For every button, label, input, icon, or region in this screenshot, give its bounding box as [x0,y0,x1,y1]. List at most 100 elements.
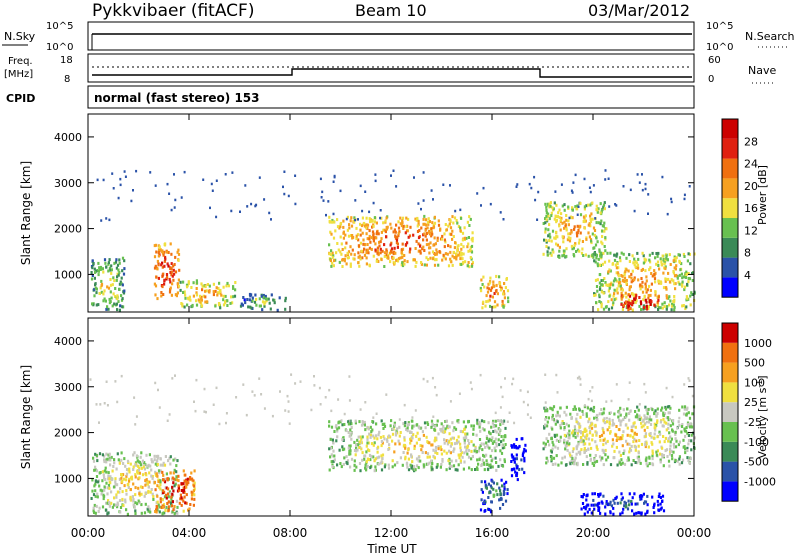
power-cell [173,173,175,176]
velocity-cell [636,502,639,506]
power-cell [380,237,383,241]
velocity-cell [182,486,185,490]
power-cell [336,242,339,245]
velocity-cell [579,436,583,439]
velocity-cell [203,410,206,413]
velocity-cell [497,419,500,422]
velocity-cell [574,435,577,439]
power-cell [183,290,186,294]
power-cell [573,244,576,247]
power-cell [672,279,675,283]
velocity-cell [604,441,608,445]
velocity-cell [404,446,407,450]
power-cell [363,221,366,225]
velocity-cell [684,451,687,455]
velocity-cell [647,420,651,424]
velocity-cell [433,439,436,443]
velocity-cell [659,458,662,462]
power-cell [160,263,163,267]
velocity-cell [675,439,678,443]
velocity-cell [183,495,186,499]
power-cell [667,296,670,300]
power-cell [110,264,113,268]
power-cell [665,278,669,282]
velocity-cell [659,496,662,499]
power-cell [349,219,352,223]
velocity-cell [173,484,176,488]
power-cell [355,237,358,240]
power-cell [678,260,681,264]
power-cell [420,261,423,264]
velocity-cell [633,431,637,435]
power-cell [545,208,548,212]
velocity-cell [602,428,605,432]
velocity-cell [103,402,106,405]
power-cell [119,280,122,284]
power-cell [602,291,605,295]
power-cell [602,203,606,207]
velocity-cell [140,503,143,507]
power-cell [161,285,164,289]
velocity-cell [672,442,675,446]
velocity-cell [263,407,266,410]
velocity-cell [459,442,462,446]
velocity-cell [414,468,417,472]
power-cell [102,270,105,274]
velocity-cell [592,498,595,502]
velocity-cell [491,479,494,483]
velocity-cell [676,426,679,430]
velocity-cell [665,416,668,420]
velocity-cell [464,435,467,439]
power-cell [260,294,263,298]
velocity-cell [491,449,494,453]
velocity-cell [550,450,553,454]
power-cell [120,294,123,298]
velocity-cell [603,449,606,453]
power-cell [576,248,580,252]
velocity-cell [410,419,413,423]
velocity-cell [491,421,494,425]
velocity-cell [579,383,582,386]
power-cell [342,236,345,240]
velocity-cell [354,453,357,457]
velocity-cell [448,432,451,436]
power-cell [484,304,487,308]
power-cell [204,300,207,304]
velocity-cell [605,420,609,424]
velocity-cell [486,463,489,466]
velocity-cell [586,510,589,514]
power-cell [214,304,217,308]
velocity-cell [409,430,412,434]
power-cell [682,275,685,279]
power-cell [589,220,593,224]
power-cell [567,236,570,240]
velocity-cell [643,414,646,418]
velocity-cell [98,506,101,510]
power-cell [503,292,506,296]
power-cell [672,303,675,307]
power-cell [456,221,459,225]
velocity-cell [470,387,473,391]
power-cell [661,306,664,310]
power-cell [172,264,175,268]
power-cell [609,282,612,286]
velocity-cell [260,393,263,396]
power-cell [208,290,211,294]
velocity-cell [157,480,160,484]
power-cell [616,271,620,275]
power-cell [241,303,244,307]
power-cell [371,225,374,229]
power-cell [489,304,492,308]
power-cell [118,282,121,286]
velocity-cell [477,462,480,466]
power-cell [94,270,97,274]
power-cell [154,293,157,297]
power-colorbar-swatch [722,178,738,199]
velocity-cell [132,503,135,507]
power-cell [665,256,668,260]
power-cell [617,266,620,270]
power-cell [407,217,410,221]
velocity-cell [439,427,442,431]
power-cell [92,303,95,307]
power-cell [346,228,349,232]
